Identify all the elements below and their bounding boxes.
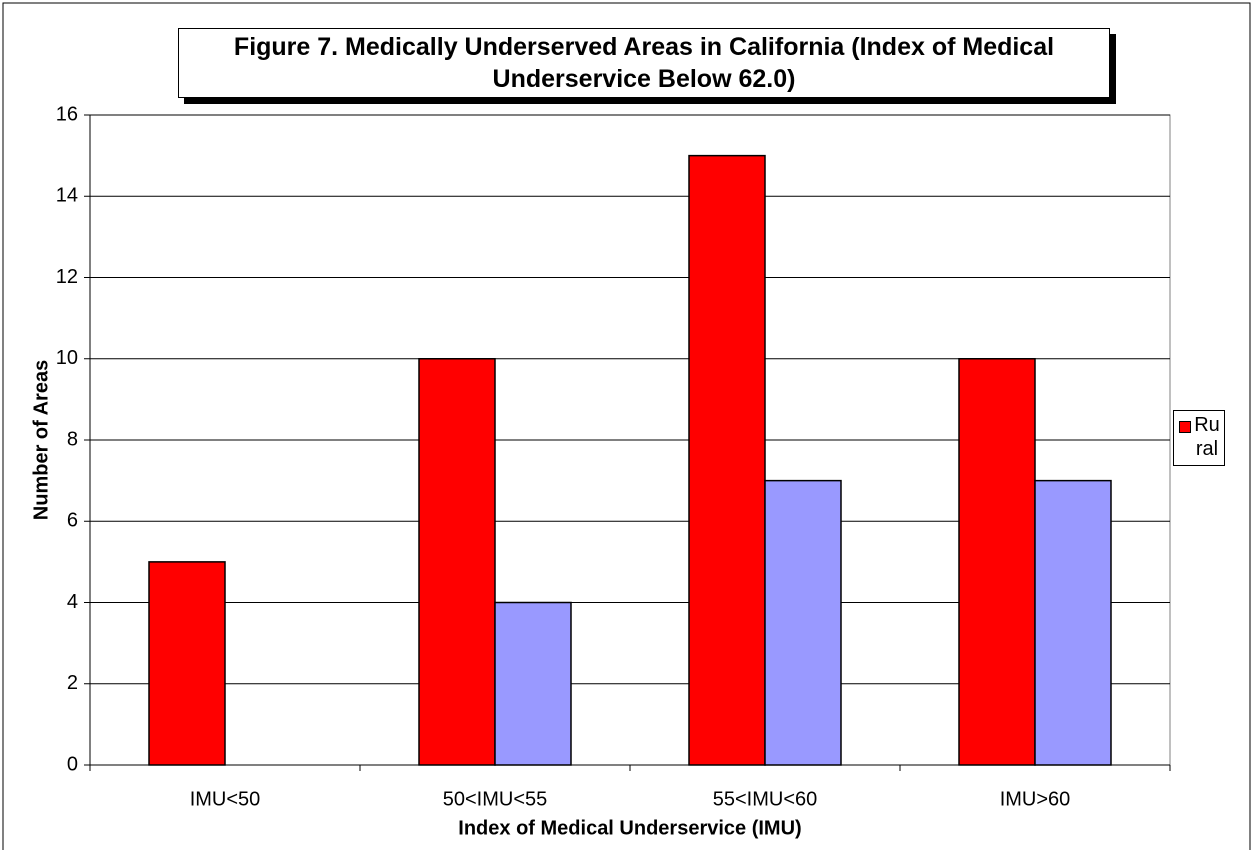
legend-swatch: [1179, 421, 1191, 433]
bar: [958, 358, 1036, 766]
y-tick-label: 4: [67, 591, 78, 613]
bar: [688, 154, 766, 766]
bar: [764, 479, 842, 766]
bar: [418, 358, 496, 766]
legend: Rural: [1173, 410, 1225, 466]
x-axis-label: Index of Medical Underservice (IMU): [458, 817, 801, 839]
x-tick-label: IMU>60: [1000, 788, 1071, 810]
y-tick-label: 10: [56, 347, 78, 369]
y-tick-label: 8: [67, 428, 78, 450]
y-tick-label: 12: [56, 266, 78, 288]
x-tick-label: 55<IMU<60: [713, 788, 818, 810]
bar: [148, 561, 226, 766]
bar: [494, 601, 572, 766]
y-tick-label: 14: [56, 185, 78, 207]
legend-label: Rural: [1194, 414, 1220, 460]
x-tick-label: IMU<50: [190, 788, 261, 810]
chart-title: Figure 7. Medically Underserved Areas in…: [178, 28, 1110, 98]
y-tick-label: 0: [67, 753, 78, 775]
y-tick-label: 6: [67, 510, 78, 532]
y-tick-label: 2: [67, 672, 78, 694]
x-tick-label: 50<IMU<55: [443, 788, 548, 810]
y-axis-label: Number of Areas: [30, 360, 52, 520]
y-tick-label: 16: [56, 103, 78, 125]
bar: [1034, 479, 1112, 766]
